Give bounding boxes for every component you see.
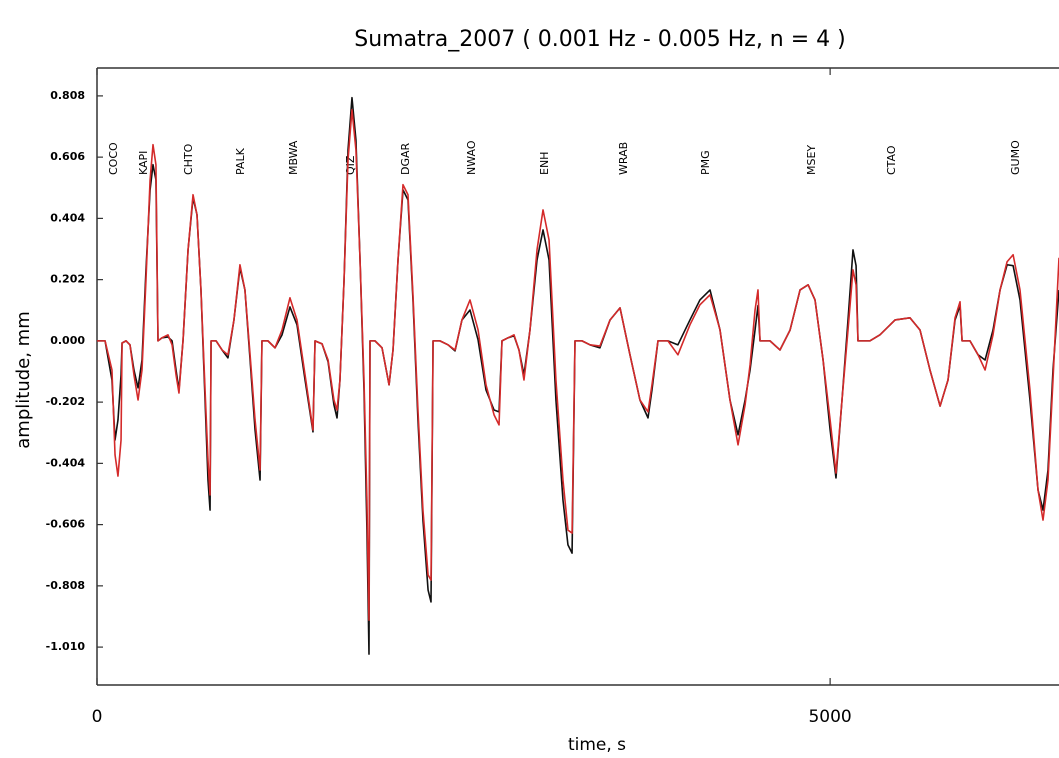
station-label: PMG: [699, 150, 712, 175]
y-tick-label: 0.000: [50, 334, 85, 347]
y-tick-label: 0.808: [50, 89, 85, 102]
station-label: ENH: [538, 152, 551, 175]
y-tick-label: 0.202: [50, 273, 85, 286]
station-label: CTAO: [885, 145, 898, 175]
station-label: QIZ: [344, 155, 357, 175]
station-label: KAPI: [137, 151, 150, 175]
chart-title: Sumatra_2007 ( 0.001 Hz - 0.005 Hz, n = …: [354, 27, 846, 52]
station-label: MSEY: [805, 145, 818, 175]
x-tick-label: 5000: [808, 707, 851, 727]
y-tick-label: -0.404: [46, 456, 86, 469]
station-label: CHTO: [182, 143, 195, 175]
y-tick-label: -0.606: [46, 518, 86, 531]
waveform: [97, 96, 1059, 655]
station-label: COCO: [107, 142, 120, 175]
x-axis-label: time, s: [568, 735, 626, 755]
station-label: PALK: [234, 147, 247, 175]
x-tick-label: 0: [92, 707, 103, 727]
y-tick-label: 0.606: [50, 150, 85, 163]
y-tick-label: 0.404: [50, 211, 85, 224]
y-tick-label: -0.202: [46, 395, 85, 408]
station-label: DGAR: [399, 142, 412, 175]
waveform: [97, 109, 1059, 621]
station-label: WRAB: [617, 142, 630, 175]
station-label: MBWA: [287, 140, 300, 175]
station-label: NWAO: [465, 140, 478, 175]
y-tick-label: -0.808: [46, 579, 85, 592]
station-label: GUMO: [1009, 140, 1022, 175]
y-tick-label: -1.010: [46, 640, 86, 653]
plot-frame: [96, 67, 1059, 686]
y-axis-label: amplitude, mm: [13, 311, 34, 448]
